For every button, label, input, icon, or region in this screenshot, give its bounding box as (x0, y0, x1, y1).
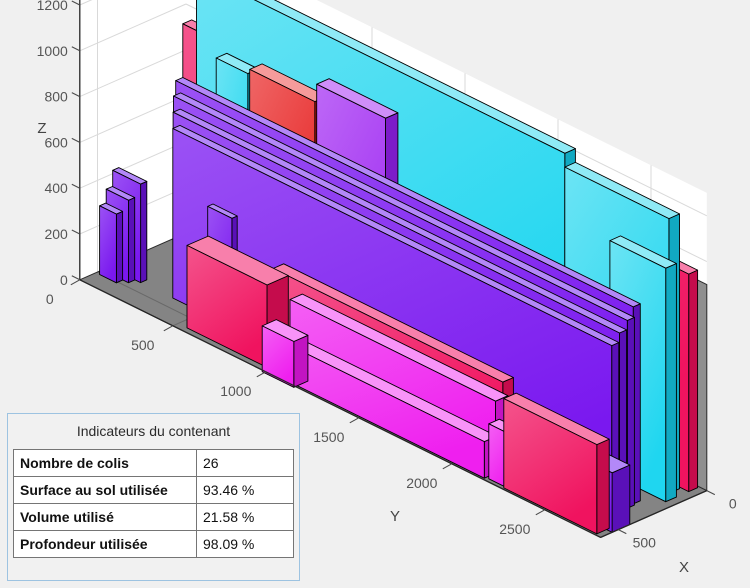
magenta-box-small (261, 319, 309, 388)
z-tick-mark (71, 275, 81, 281)
box-end-face (596, 438, 610, 535)
box-front-face (99, 205, 117, 284)
y-axis-label: Y (390, 508, 400, 525)
z-tick-label: 1200 (37, 0, 68, 13)
indicator-row-profondeur: Profondeur utilisée 98.09 % (13, 530, 294, 558)
z-tick-label: 0 (60, 272, 68, 288)
z-tick-label: 400 (44, 180, 68, 196)
indicator-value: 93.46 % (196, 476, 294, 504)
indicator-value: 98.09 % (196, 530, 294, 558)
z-axis-label: Z (37, 120, 46, 137)
y-tick-label: 1000 (220, 383, 251, 399)
box-front-face (186, 244, 268, 368)
x-tick-label: 0 (729, 496, 737, 512)
box-end-face (140, 180, 148, 284)
z-tick-mark (71, 0, 81, 6)
indicator-value: 21.58 % (196, 503, 294, 531)
z-tick-label: 800 (44, 89, 68, 105)
indicator-row-surface: Surface au sol utilisée 93.46 % (13, 476, 294, 504)
indicators-panel: Indicateurs du contenant Nombre de colis… (7, 413, 300, 581)
z-tick-mark (71, 229, 81, 235)
z-tick-mark (71, 183, 81, 189)
box-end-face (128, 197, 136, 284)
indicator-row-colis: Nombre de colis 26 (13, 449, 294, 477)
z-tick-mark (71, 46, 81, 52)
box-front-face (503, 398, 598, 535)
y-tick-label: 2000 (406, 475, 437, 491)
crimson-long-right (503, 392, 610, 535)
indicator-label: Nombre de colis (13, 449, 197, 477)
indicator-value: 26 (196, 449, 294, 477)
z-tick-mark (71, 137, 81, 143)
y-tick-mark (442, 463, 453, 470)
y-tick-label: 2500 (499, 521, 530, 537)
indicator-label: Profondeur utilisée (13, 530, 197, 558)
indicator-label: Surface au sol utilisée (13, 476, 197, 504)
z-tick-label: 600 (44, 134, 68, 150)
y-tick-mark (349, 417, 360, 424)
y-axis-line (79, 279, 601, 538)
y-tick-label: 500 (131, 337, 155, 353)
box-end-face (611, 464, 631, 533)
indicator-label: Volume utilisé (13, 503, 197, 531)
y-tick-mark (256, 371, 267, 378)
box-front-face (261, 325, 295, 388)
x-tick-mark (706, 490, 716, 496)
x-tick-label: 500 (633, 535, 657, 551)
box-end-face (665, 263, 677, 503)
z-tick-mark (71, 92, 81, 98)
z-tick-label: 1000 (37, 43, 68, 59)
box-end-face (115, 210, 124, 284)
y-tick-mark (70, 279, 81, 286)
box-end-face (688, 269, 699, 493)
y-tick-label: 0 (46, 291, 54, 307)
purple-slab-short-3 (99, 202, 124, 284)
box-end-face (293, 334, 309, 388)
indicator-row-volume: Volume utilisé 21.58 % (13, 503, 294, 531)
z-tick-label: 200 (44, 226, 68, 242)
y-tick-mark (163, 325, 174, 332)
x-axis-label: X (679, 559, 689, 576)
panel-title: Indicateurs du contenant (76, 423, 231, 439)
x-tick-mark (618, 529, 627, 535)
y-tick-label: 1500 (313, 429, 344, 445)
y-tick-mark (535, 509, 546, 516)
indicators-table: Nombre de colis 26 Surface au sol utilis… (13, 449, 294, 558)
